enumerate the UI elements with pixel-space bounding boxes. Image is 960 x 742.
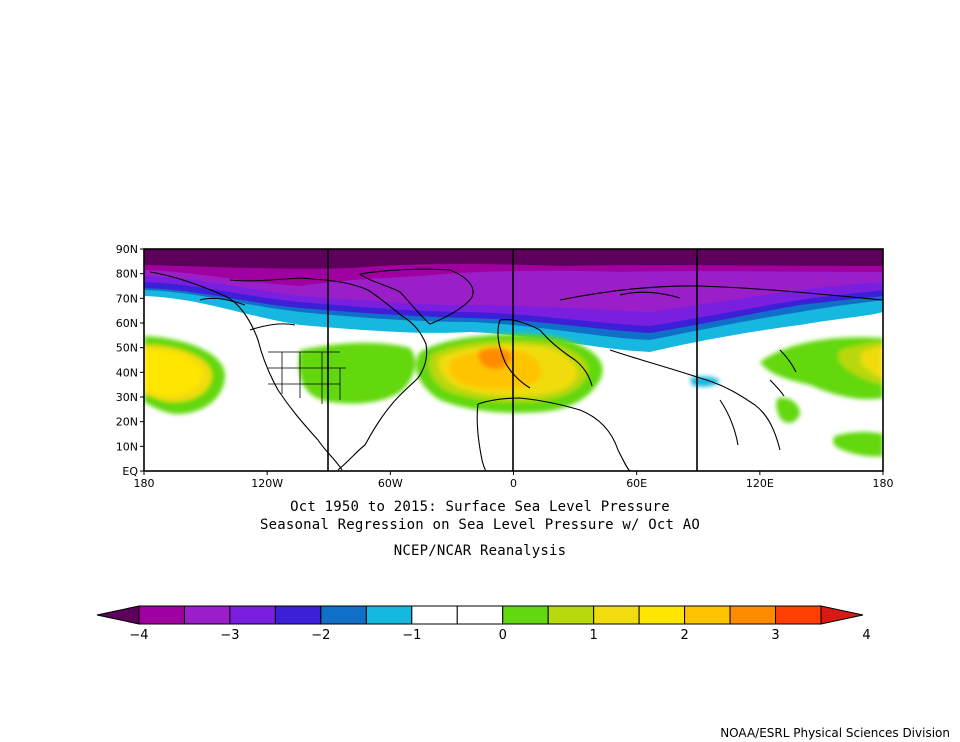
lat-tick-label: 90N [116, 243, 138, 256]
pacific-high-2 [144, 349, 202, 396]
north-america-states [268, 351, 346, 404]
lat-tick-label: 30N [116, 391, 138, 404]
coastlines [149, 268, 883, 471]
lat-tick-label: 70N [116, 292, 138, 305]
colorbar-swatch [365, 605, 413, 625]
caption-source: NCEP/NCAR Reanalysis [393, 543, 567, 559]
lon-tick-label: 180 [134, 477, 155, 490]
colorbar-tick-label: 0 [499, 628, 507, 643]
tropical-pacific-high [833, 432, 883, 457]
colorbar-swatch [502, 605, 549, 625]
colorbar-tick-label: −3 [220, 628, 239, 643]
colorbar-swatch [638, 605, 686, 625]
credit-text: NOAA/ESRL Physical Sciences Division [720, 726, 950, 740]
lat-tick-label: 50N [116, 342, 138, 355]
lat-tick-label: 60N [116, 317, 138, 330]
colorbar-swatch [411, 605, 458, 625]
colorbar-tick-label: 3 [771, 628, 779, 643]
colorbar-tick-label: 1 [590, 628, 598, 643]
lat-tick-label: 80N [116, 268, 138, 281]
lat-tick-label: 20N [116, 416, 138, 429]
colorbar-swatch [729, 605, 777, 625]
indian-high [776, 397, 800, 423]
lat-tick-label: EQ [122, 465, 138, 478]
lat-tick-label: 10N [116, 440, 138, 453]
colorbar-swatch [775, 605, 822, 625]
lon-tick-label: 180 [873, 477, 894, 490]
colorbar-tick-label: 4 [862, 628, 870, 643]
colorbar-swatch [183, 605, 231, 625]
north-america-coast [149, 271, 428, 471]
colorbar-tick-label: −1 [402, 628, 421, 643]
lon-tick-label: 120E [746, 477, 774, 490]
colorbar-low-arrow [96, 605, 140, 625]
europe-coast [497, 319, 593, 389]
colorbar-swatch [274, 605, 322, 625]
west-pacific-high-2 [860, 346, 883, 378]
longitude-axis: 180 120W 60W 0 60E 120E 180 [134, 471, 894, 490]
asia-coast [559, 285, 883, 451]
lon-tick-label: 60W [378, 477, 403, 490]
arctic-islands [199, 291, 681, 331]
colorbar-tick-label: −4 [129, 628, 148, 643]
colorbar-swatch [456, 605, 504, 625]
japan-islands [769, 349, 797, 397]
caption-subtitle: Seasonal Regression on Sea Level Pressur… [259, 517, 701, 533]
lon-tick-label: 120W [251, 477, 283, 490]
caption-title: Oct 1950 to 2015: Surface Sea Level Pres… [290, 499, 670, 515]
lat-tick-label: 40N [116, 366, 138, 379]
colorbar-swatch [320, 605, 367, 625]
colorbar-swatch [684, 605, 731, 625]
latitude-axis: 90N 80N 70N 60N 50N 40N 30N 20N 10N EQ [116, 243, 144, 478]
colorbar-swatch [229, 605, 276, 625]
lon-tick-label: 0 [510, 477, 517, 490]
colorbar-swatch [138, 605, 185, 625]
atlantic-high-3 [478, 347, 512, 369]
colorbar-tick-label: −2 [311, 628, 330, 643]
greenland-coast [359, 268, 474, 325]
colorbar-swatch [547, 605, 595, 625]
colorbar: −4 −3 −2 −1 0 1 2 3 4 [96, 605, 871, 643]
lon-tick-label: 60E [626, 477, 647, 490]
colorbar-high-arrow [820, 605, 864, 625]
africa-coast [476, 397, 631, 471]
colorbar-tick-label: 2 [680, 628, 688, 643]
colorbar-swatch [593, 605, 640, 625]
